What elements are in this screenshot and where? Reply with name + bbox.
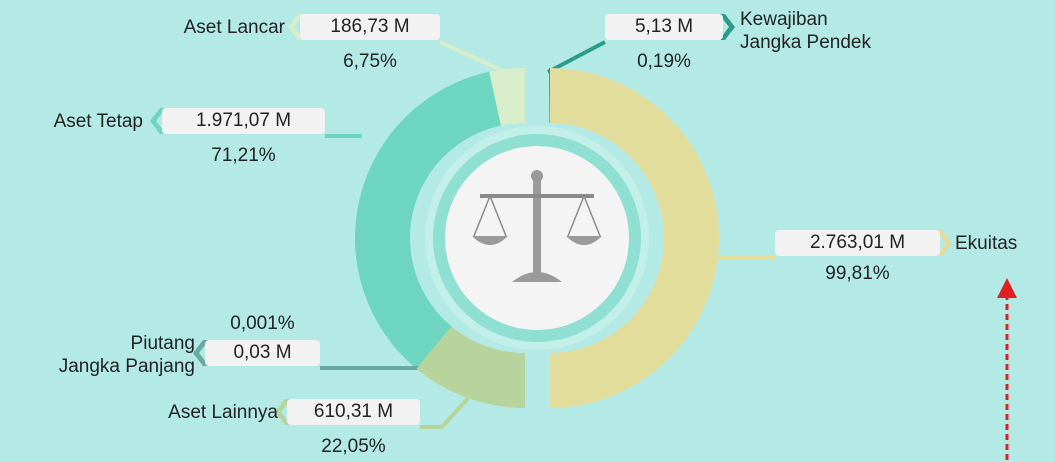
donut-segment — [416, 326, 525, 408]
percent-label: 6,75% — [343, 51, 397, 72]
segment-name: Ekuitas — [955, 233, 1018, 254]
amount-label: 610,31 M — [287, 399, 420, 425]
donut-segment — [489, 68, 525, 126]
pill-chevron — [719, 14, 735, 40]
pill-chevron — [288, 14, 304, 40]
percent-label: 99,81% — [825, 263, 890, 284]
pill-chevron — [275, 399, 291, 425]
amount-label: 2.763,01 M — [775, 230, 940, 256]
pill-chevron — [193, 340, 209, 366]
amount-label: 186,73 M — [300, 14, 440, 40]
leader-line — [547, 40, 606, 74]
percent-label: 0,19% — [637, 51, 691, 72]
percent-label: 0,001% — [230, 313, 295, 334]
segment-name: Aset Tetap — [53, 111, 143, 132]
donut-segment — [549, 68, 719, 409]
indicator-arrow — [997, 278, 1017, 460]
segment-name: Piutang Jangka Panjang — [58, 333, 195, 377]
segment-name: Aset Lainnya — [168, 402, 278, 423]
scales-icon — [472, 170, 602, 282]
pill-chevron — [936, 230, 952, 256]
segment-name: Kewajiban Jangka Pendek — [740, 9, 871, 53]
donut-segment — [549, 68, 551, 124]
amount-label: 5,13 M — [605, 14, 723, 40]
donut-segment — [355, 71, 501, 369]
leader-line — [439, 40, 506, 74]
segment-name: Aset Lancar — [183, 17, 285, 38]
leader-line — [420, 394, 472, 429]
percent-label: 71,21% — [211, 145, 276, 166]
percent-label: 22,05% — [321, 436, 386, 457]
amount-label: 0,03 M — [205, 340, 320, 366]
pill-chevron — [150, 108, 166, 134]
amount-label: 1.971,07 M — [162, 108, 325, 134]
donut-segment — [416, 326, 452, 369]
